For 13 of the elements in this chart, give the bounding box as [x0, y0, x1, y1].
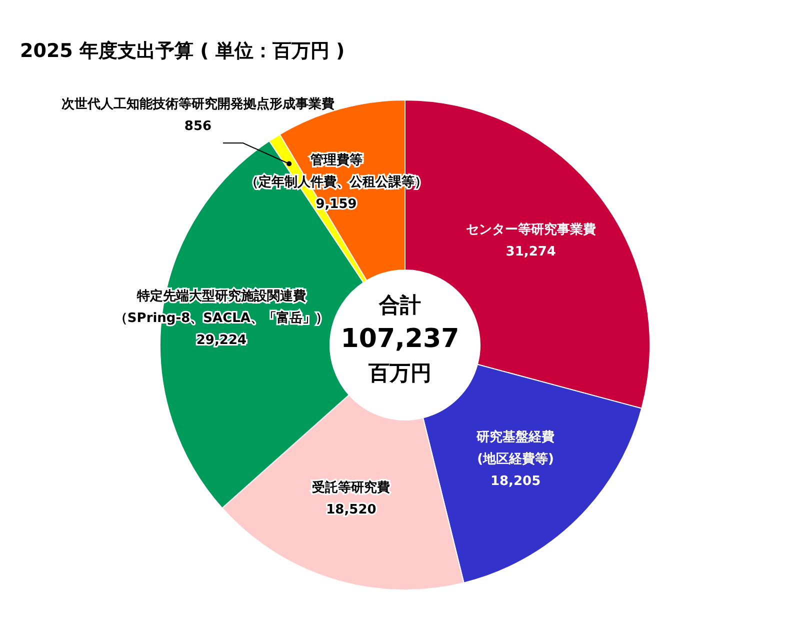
data-label: 31,274	[506, 244, 556, 260]
data-label: 18,205	[490, 474, 541, 489]
data-label: 856	[184, 119, 212, 134]
chart-title: 2025 年度支出予算 ( 単位：百万円 )	[20, 39, 345, 64]
text: 百万円	[368, 360, 432, 387]
text: 107,237	[340, 323, 460, 356]
text: 合計	[378, 292, 422, 319]
slice-label: センター等研究事業費	[466, 222, 596, 238]
data-label: 29,224	[196, 333, 247, 348]
slice-label: 次世代人工知能技術等研究開発拠点形成事業費	[62, 96, 334, 112]
slice-label: 受託等研究費	[311, 480, 390, 496]
slice-label: 研究基盤経費(地区経費等)	[476, 428, 555, 467]
data-label: 18,520	[326, 502, 376, 518]
